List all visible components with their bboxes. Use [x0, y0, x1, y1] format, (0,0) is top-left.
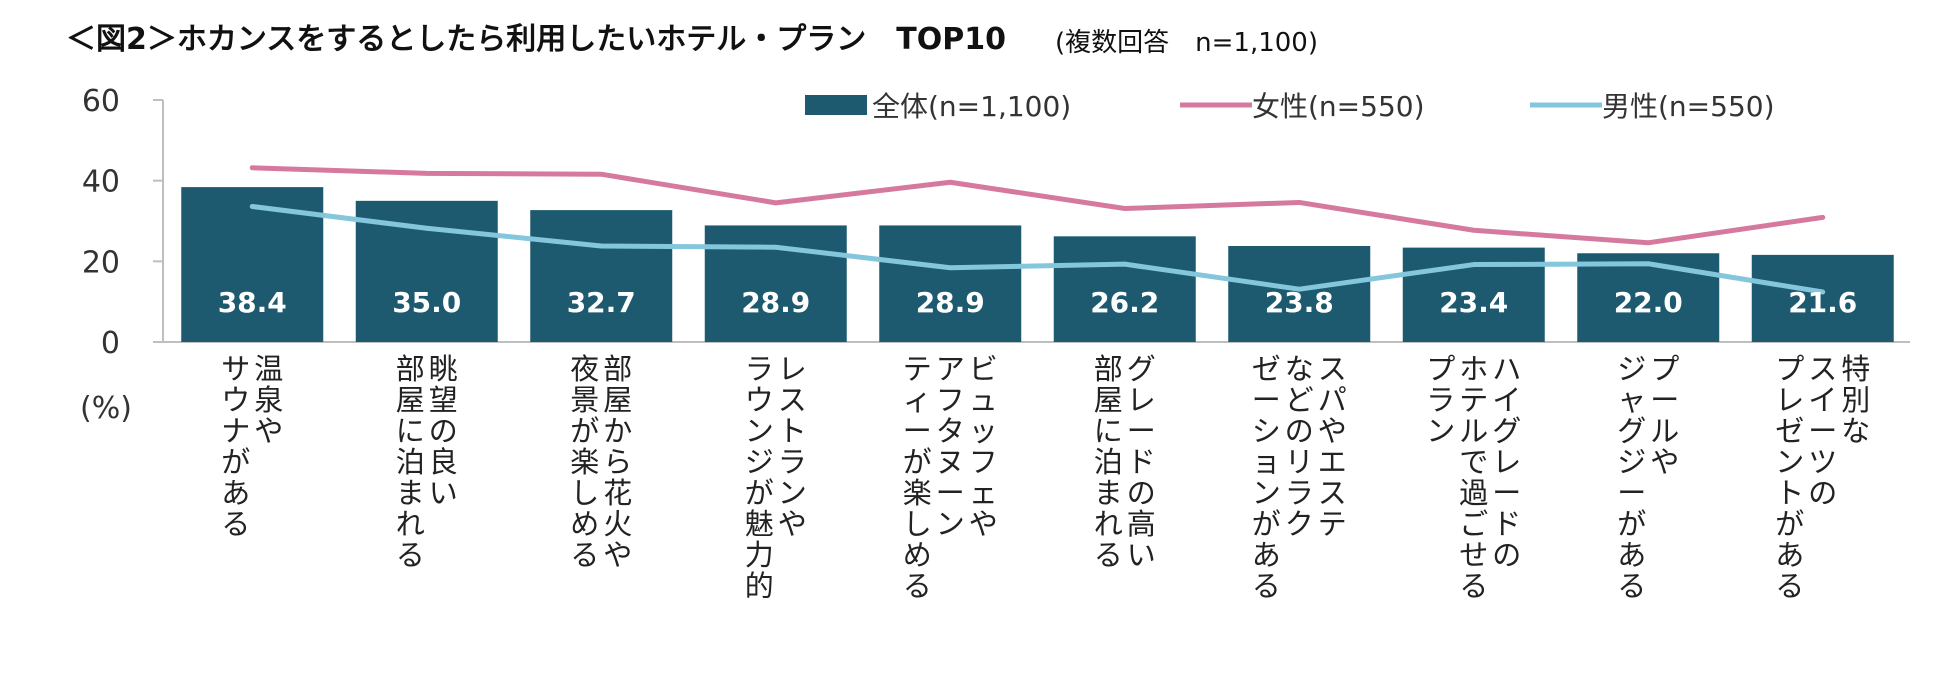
category-label-4-line-2: ラウンジが魅力的 [745, 352, 774, 603]
legend: 全体(n=1,100) 女性(n=550) 男性(n=550) [805, 90, 1775, 123]
y-unit-label: (%) [80, 391, 132, 426]
line-male [249, 203, 1826, 295]
line-female [249, 165, 1826, 246]
bar-value-label-7: 23.8 [1265, 286, 1334, 319]
y-ticks: 60 40 20 0 [82, 84, 163, 361]
y-tick-label: 0 [101, 326, 120, 361]
category-label-9-line-1: プールや [1650, 352, 1679, 479]
bar-total-10 [1751, 254, 1894, 342]
category-label-8-line-1: ハイグレードの [1492, 352, 1521, 572]
category-label-7-line-3: ゼーションがある [1252, 352, 1281, 603]
y-tick-label: 20 [82, 245, 120, 280]
chart-subtitle: (複数回答 n=1,100) [1055, 28, 1318, 58]
legend-label-female: 女性(n=550) [1252, 90, 1425, 123]
category-label-5-line-2: アフタヌーン [936, 352, 965, 541]
bar-value-label-4: 28.9 [741, 286, 810, 319]
bar-total-9 [1577, 253, 1720, 342]
bar-value-labels: 38.4 35.0 32.7 28.9 28.9 26.2 23.8 23.4 22.0 21.6 [218, 286, 1858, 319]
category-label-10-line-1: 特別な [1841, 352, 1870, 448]
bar-value-label-8: 23.4 [1439, 286, 1508, 319]
chart-title: ＜図2＞ホカンスをするとしたら利用したいホテル・プラン TOP10 [66, 22, 1006, 57]
legend-swatch-total [805, 95, 867, 115]
bar-total-5 [879, 225, 1022, 342]
category-label-10-line-3: プレゼントがある [1775, 352, 1804, 603]
category-label-4-line-1: レストランや [778, 352, 807, 541]
category-label-10-line-2: スイーツの [1808, 352, 1837, 510]
bar-total-4 [704, 225, 847, 342]
category-label-8-line-2: ホテルで過ごせる [1459, 352, 1488, 603]
category-label-9-line-2: ジャグジーがある [1617, 352, 1646, 603]
line-series [249, 165, 1826, 295]
bar-value-label-10: 21.6 [1788, 286, 1857, 319]
bar-value-label-9: 22.0 [1614, 286, 1683, 319]
category-label-2-line-1: 眺望の良い [429, 352, 458, 510]
bar-series [181, 187, 1894, 342]
category-label-7-line-1: スパやエステ [1318, 352, 1347, 541]
bar-value-label-3: 32.7 [567, 286, 636, 319]
category-label-7-line-2: などのリラク [1285, 352, 1314, 541]
category-label-1-line-1: 温泉や [254, 352, 283, 448]
category-label-2-line-2: 部屋に泊まれる [396, 352, 425, 572]
bar-total-6 [1053, 236, 1196, 342]
category-label-8-line-3: プラン [1426, 352, 1455, 448]
bar-value-label-5: 28.9 [916, 286, 985, 319]
category-label-5-line-3: ティーが楽しめる [903, 352, 932, 603]
y-tick-label: 40 [82, 165, 120, 200]
category-label-6-line-1: グレードの高い [1127, 352, 1156, 572]
bar-total-3 [530, 210, 673, 342]
bar-value-label-2: 35.0 [392, 286, 461, 319]
bar-total-7 [1228, 246, 1371, 342]
category-label-5-line-1: ビュッフェや [969, 352, 998, 541]
bar-value-label-6: 26.2 [1090, 286, 1159, 319]
legend-label-male: 男性(n=550) [1602, 90, 1775, 123]
bar-value-label-1: 38.4 [218, 286, 287, 319]
category-label-3-line-1: 部屋から花火や [603, 352, 632, 572]
category-label-1-line-2: サウナがある [221, 352, 250, 541]
category-label-3-line-2: 夜景が楽しめる [570, 352, 599, 572]
y-tick-label: 60 [82, 84, 120, 119]
legend-label-total: 全体(n=1,100) [872, 90, 1071, 123]
category-label-6-line-2: 部屋に泊まれる [1094, 352, 1123, 572]
category-labels: 温泉やサウナがある眺望の良い部屋に泊まれる部屋から花火や夜景が楽しめるレストラン… [221, 352, 1870, 603]
